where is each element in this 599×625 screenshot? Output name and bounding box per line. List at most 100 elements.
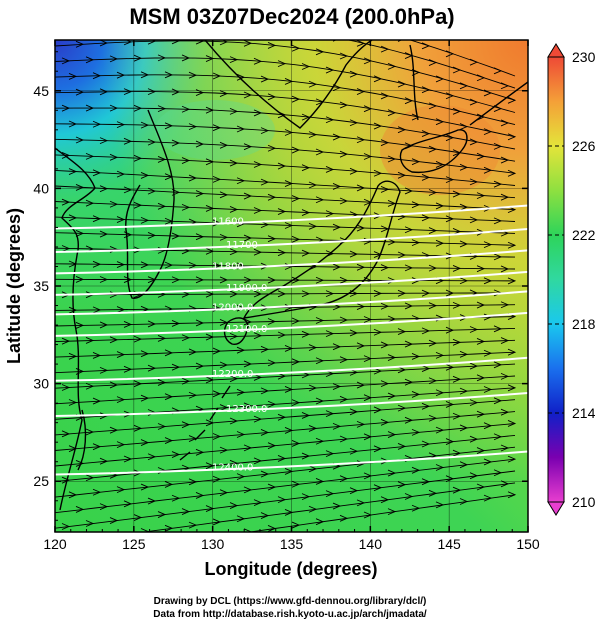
colorbar-tick-label: 230 bbox=[572, 49, 596, 65]
wind-arrow bbox=[325, 250, 335, 258]
wind-arrow bbox=[219, 233, 229, 241]
streamline bbox=[246, 494, 516, 532]
wind-arrow bbox=[85, 56, 95, 64]
colorbar-tick-label: 222 bbox=[572, 227, 596, 243]
wind-arrow bbox=[421, 42, 431, 50]
wind-arrow bbox=[421, 130, 431, 137]
wind-arrow bbox=[339, 150, 349, 158]
y-tick-label: 30 bbox=[33, 376, 49, 392]
wind-arrow bbox=[483, 386, 493, 393]
wind-arrow bbox=[445, 401, 455, 408]
wind-arrow bbox=[61, 198, 71, 206]
coastline-ryukyu bbox=[179, 385, 231, 461]
wind-arrow bbox=[164, 524, 174, 532]
wind-arrow bbox=[253, 109, 263, 117]
y-tick-label: 35 bbox=[33, 278, 49, 294]
streamline bbox=[55, 169, 516, 199]
wind-arrow bbox=[236, 177, 246, 185]
wind-arrow bbox=[61, 476, 71, 484]
wind-arrow bbox=[445, 134, 455, 142]
wind-arrow bbox=[291, 235, 301, 243]
wind-arrow bbox=[349, 250, 359, 258]
wind-arrow bbox=[157, 155, 167, 163]
wind-arrow bbox=[147, 276, 157, 284]
wind-arrow bbox=[85, 428, 95, 436]
wind-arrow bbox=[205, 419, 215, 427]
wind-arrow bbox=[380, 496, 390, 504]
wind-arrow bbox=[164, 393, 174, 401]
wind-arrow bbox=[404, 493, 414, 500]
wind-arrow bbox=[493, 361, 503, 369]
wind-arrow bbox=[99, 185, 109, 193]
wind-arrow bbox=[243, 40, 253, 47]
wind-arrow bbox=[469, 399, 479, 407]
wind-arrow bbox=[483, 128, 493, 136]
wind-arrow bbox=[68, 352, 78, 360]
wind-arrow bbox=[75, 184, 85, 191]
wind-arrow bbox=[229, 375, 239, 383]
wind-arrow bbox=[219, 276, 229, 284]
wind-arrow bbox=[109, 104, 119, 112]
x-axis: 120 125 130 135 140 145 150 bbox=[43, 40, 540, 552]
wind-arrow bbox=[157, 105, 167, 113]
wind-arrow bbox=[411, 504, 421, 512]
coastline-korea bbox=[125, 109, 175, 299]
wind-arrow bbox=[445, 92, 455, 100]
height-contour bbox=[55, 204, 528, 230]
wind-arrow bbox=[374, 29, 381, 35]
wind-arrow bbox=[260, 429, 270, 436]
wind-arrow bbox=[373, 289, 383, 297]
wind-arrow bbox=[123, 186, 133, 194]
wind-arrow bbox=[380, 225, 390, 233]
wind-arrow bbox=[181, 421, 191, 429]
wind-arrow bbox=[243, 234, 253, 242]
height-contour bbox=[55, 311, 528, 337]
wind-arrow bbox=[195, 319, 205, 327]
wind-arrow bbox=[123, 276, 133, 284]
wind-arrow bbox=[452, 412, 462, 420]
wind-arrow bbox=[500, 337, 510, 344]
wind-arrow bbox=[260, 75, 270, 83]
wind-arrow bbox=[92, 72, 102, 80]
wind-arrow bbox=[260, 127, 270, 135]
wind-arrow bbox=[110, 7, 117, 13]
wind-arrow bbox=[339, 276, 349, 284]
wind-arrow bbox=[363, 394, 373, 402]
wind-arrow bbox=[75, 276, 85, 283]
wind-arrow bbox=[291, 480, 301, 488]
wind-arrow bbox=[315, 48, 325, 56]
wind-arrow bbox=[236, 125, 246, 133]
wind-arrow bbox=[315, 518, 325, 526]
wind-arrow bbox=[109, 55, 119, 63]
wind-arrow bbox=[507, 420, 517, 427]
wind-arrow bbox=[459, 82, 469, 90]
wind-arrow bbox=[205, 376, 215, 384]
coastline-russia bbox=[204, 40, 373, 129]
wind-arrow bbox=[205, 505, 215, 512]
wind-arrow bbox=[181, 334, 191, 342]
wind-arrow bbox=[236, 220, 246, 228]
wind-arrow bbox=[164, 261, 174, 269]
wind-arrow bbox=[229, 107, 239, 115]
wind-arrow bbox=[195, 190, 205, 198]
wind-arrow bbox=[339, 197, 349, 205]
wind-arrow bbox=[229, 248, 239, 256]
wind-arrow bbox=[284, 77, 294, 85]
wind-arrow bbox=[325, 116, 335, 124]
wind-arrow bbox=[387, 315, 397, 323]
wind-arrow bbox=[476, 447, 486, 455]
wind-arrow bbox=[99, 40, 109, 47]
wind-arrow bbox=[291, 399, 301, 407]
wind-arrow bbox=[195, 40, 205, 45]
x-tick-label: 120 bbox=[43, 536, 67, 552]
wind-arrow bbox=[397, 481, 407, 489]
wind-arrow bbox=[349, 119, 359, 127]
wind-arrow bbox=[171, 451, 181, 458]
wind-arrow bbox=[483, 241, 493, 249]
wind-arrow bbox=[339, 475, 349, 483]
wind-arrow bbox=[277, 60, 287, 68]
wind-arrow bbox=[332, 84, 342, 92]
contour-label: 12000.0 bbox=[212, 302, 253, 313]
wind-arrow bbox=[380, 341, 390, 349]
wind-arrow bbox=[301, 249, 311, 257]
